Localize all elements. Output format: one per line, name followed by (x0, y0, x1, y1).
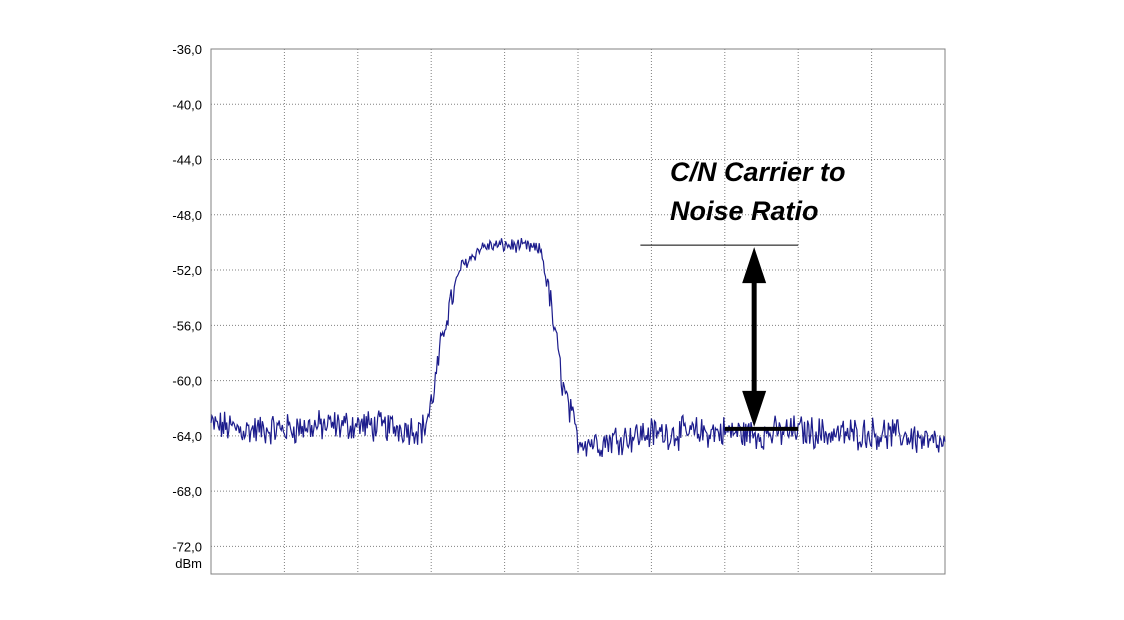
y-tick-label: -72,0 (172, 539, 202, 554)
y-tick-label: -60,0 (172, 374, 202, 389)
y-tick-label: -44,0 (172, 153, 202, 168)
y-axis-ticks: -36,0 -40,0 -44,0 -48,0 -52,0 -56,0 -60,0 -64,0… (172, 42, 202, 554)
spectrum-trace (210, 237, 946, 457)
y-tick-label: -64,0 (172, 429, 202, 444)
cn-arrow-head-up (742, 247, 767, 284)
grid (211, 48, 945, 574)
annotation-line-2: Noise Ratio (670, 196, 819, 226)
y-tick-label: -56,0 (172, 318, 202, 333)
annotation-line-1: C/N Carrier to (670, 157, 846, 187)
y-axis-label: dBm (175, 556, 202, 571)
y-tick-label: -52,0 (172, 263, 202, 278)
y-tick-label: -40,0 (172, 97, 202, 112)
cn-arrow-head-down (742, 390, 767, 427)
y-tick-label: -48,0 (172, 208, 202, 223)
y-tick-label: -36,0 (172, 42, 202, 57)
y-tick-label: -68,0 (172, 484, 202, 499)
